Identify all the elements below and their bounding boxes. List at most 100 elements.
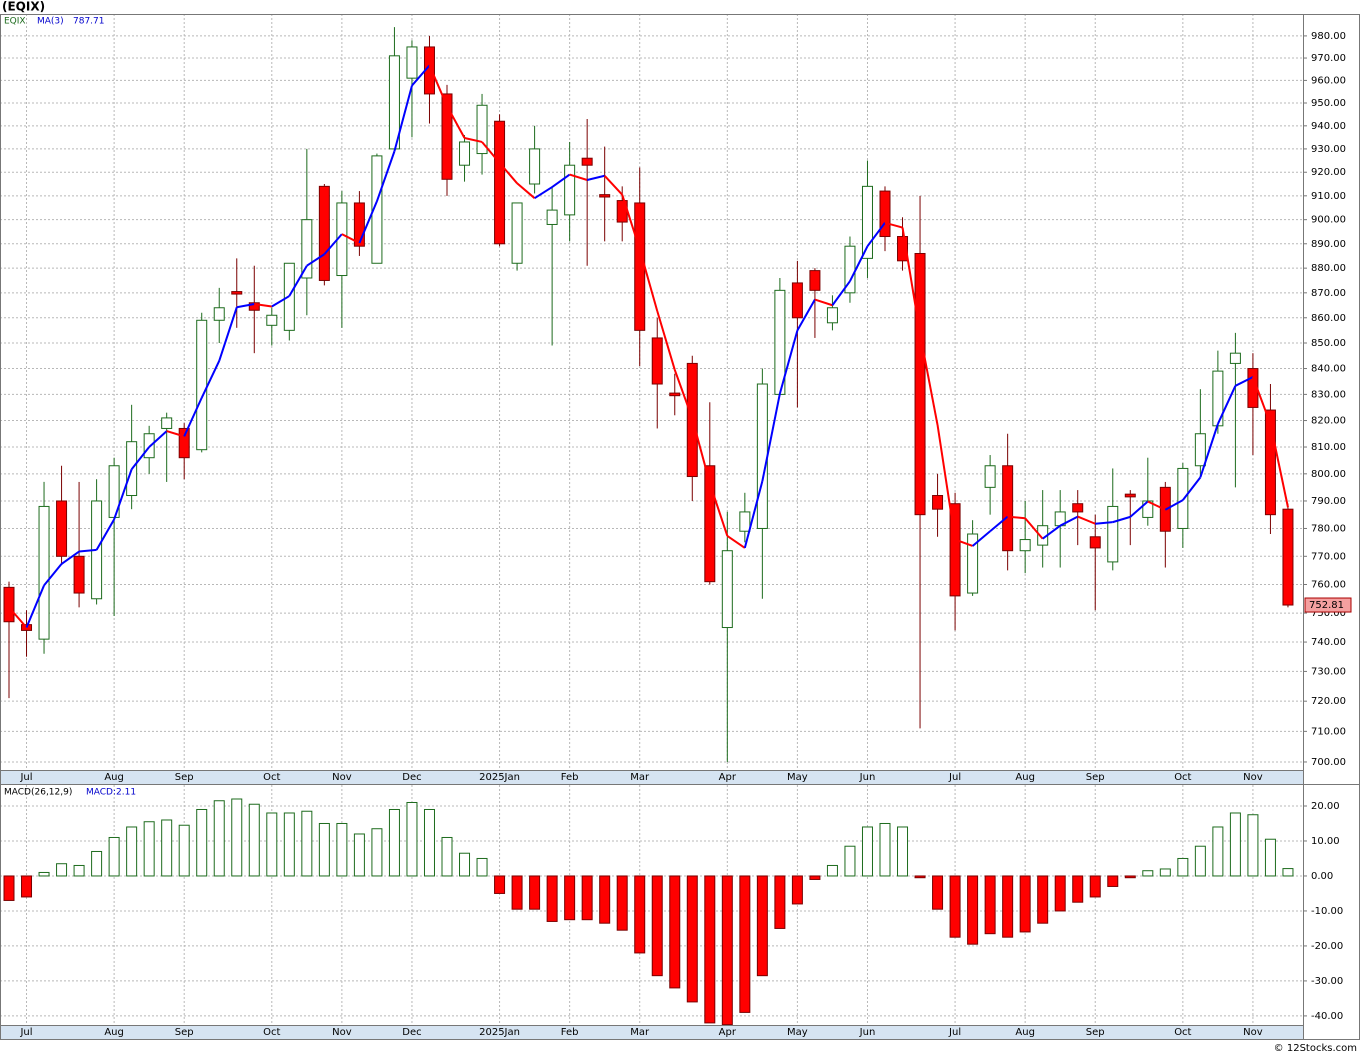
ma-segment — [621, 194, 641, 250]
price-tag — [1304, 597, 1352, 613]
ma-segment — [1216, 385, 1237, 425]
ma-segment — [288, 265, 308, 297]
macd-bar — [1124, 875, 1136, 879]
y-tick-label: 10.00 — [1311, 836, 1340, 847]
x-tick-label: Feb — [561, 1027, 579, 1038]
x-tick-label: Feb — [561, 772, 579, 783]
candle-body — [248, 302, 260, 311]
y-tick-label: 0.00 — [1311, 871, 1333, 882]
macd-bar — [897, 826, 909, 877]
macd-bar — [686, 875, 698, 1003]
ma-segment — [796, 299, 816, 331]
macd-bar — [634, 875, 646, 954]
macd-bar — [91, 850, 103, 877]
macd-bar — [213, 800, 225, 877]
ma-segment — [411, 64, 431, 87]
macd-bar — [494, 875, 506, 894]
ma-segment — [8, 606, 28, 629]
macd-bar — [1177, 857, 1189, 877]
y-tick-label: 760.00 — [1311, 580, 1346, 591]
ma-segment — [218, 306, 238, 362]
price-tag-label: 752.81 — [1309, 600, 1344, 611]
y-tick-label: 810.00 — [1311, 442, 1346, 453]
y-tick-label: 850.00 — [1311, 338, 1346, 349]
macd-bar — [1229, 812, 1241, 877]
candle-body — [861, 185, 873, 259]
candle-body — [879, 190, 891, 238]
x-tick-label: Sep — [1086, 1027, 1105, 1038]
y-tick-label: 830.00 — [1311, 389, 1346, 400]
candle-body — [213, 307, 225, 321]
x-tick-label: Nov — [1243, 1027, 1263, 1038]
macd-bar — [511, 875, 523, 910]
x-tick-label: Aug — [104, 1027, 124, 1038]
candle-body — [669, 392, 681, 397]
x-tick-label: Dec — [402, 1027, 421, 1038]
ma-segment — [936, 424, 957, 540]
ma-segment — [464, 137, 483, 143]
macd-bar — [599, 875, 611, 924]
ma-segment — [1007, 515, 1026, 520]
candle-body — [56, 500, 68, 557]
ma-segment — [761, 393, 781, 482]
ma-segment — [1129, 500, 1149, 518]
macd-bar — [406, 801, 418, 877]
x-tick-label: Jul — [19, 772, 32, 783]
macd-bar — [301, 810, 313, 877]
y-tick-label: -30.00 — [1311, 976, 1343, 987]
y-tick-label: 790.00 — [1311, 496, 1346, 507]
ma-segment — [551, 173, 571, 188]
candle-body — [266, 314, 278, 326]
ma-segment — [516, 182, 536, 199]
y-tick-label: 960.00 — [1311, 75, 1346, 86]
macd-bar — [1282, 868, 1294, 877]
y-tick-label: 800.00 — [1311, 469, 1346, 480]
ma-segment — [884, 221, 903, 229]
candle-body — [756, 383, 768, 529]
y-tick-label: 730.00 — [1311, 666, 1346, 677]
macd-bar — [932, 875, 944, 910]
ma-segment — [1077, 515, 1096, 525]
candle-body — [949, 503, 961, 597]
x-tick-label: Oct — [1174, 1027, 1191, 1038]
candle-body — [932, 495, 944, 510]
ma-segment — [1182, 476, 1202, 501]
macd-bar — [248, 803, 260, 877]
y-tick-label: 700.00 — [1311, 757, 1346, 768]
macd-bar — [809, 875, 821, 880]
candle-body — [494, 120, 506, 245]
ma-segment — [638, 248, 659, 312]
y-tick-label: -40.00 — [1311, 1011, 1343, 1022]
y-tick-label: -20.00 — [1311, 941, 1343, 952]
ma-segment — [708, 482, 729, 537]
x-tick-label: Mar — [630, 1027, 650, 1038]
macd-bar — [546, 875, 558, 922]
legend-ma: MA(3) — [37, 17, 64, 27]
macd-bar — [756, 875, 768, 977]
ma-segment — [323, 233, 343, 255]
ma-segment — [446, 105, 466, 139]
macd-bar — [774, 875, 786, 929]
macd-bar — [704, 875, 716, 1024]
y-tick-label: 720.00 — [1311, 696, 1346, 707]
x-tick-label: 2025Jan — [479, 772, 520, 783]
ma-segment — [498, 162, 518, 184]
ma-segment — [866, 222, 886, 247]
candle-body — [791, 282, 803, 319]
candle-body — [1124, 493, 1136, 498]
candle-body — [459, 141, 471, 166]
ma-segment — [1164, 499, 1184, 511]
x-axis-strip — [0, 770, 1303, 784]
macd-bar — [1019, 875, 1031, 933]
ma-segment — [341, 233, 360, 244]
y-tick-label: 870.00 — [1311, 288, 1346, 299]
ma-segment — [673, 369, 694, 419]
ma-segment — [393, 85, 413, 152]
watermark: © 12Stocks.com — [1274, 1043, 1357, 1054]
macd-bar — [616, 875, 628, 931]
y-tick-label: 740.00 — [1311, 637, 1346, 648]
macd-bar — [143, 821, 155, 877]
candle-body — [634, 202, 646, 331]
macd-bar — [1212, 826, 1224, 877]
ma-segment — [534, 186, 553, 200]
